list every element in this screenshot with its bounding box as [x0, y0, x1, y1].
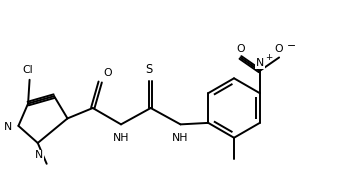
Text: +: + [265, 53, 272, 62]
Text: −: − [287, 41, 296, 51]
Text: NH: NH [172, 133, 189, 143]
Text: N: N [256, 58, 264, 68]
Text: NH: NH [113, 133, 129, 143]
Text: N: N [35, 150, 43, 160]
Text: O: O [103, 68, 112, 78]
Text: O: O [236, 44, 245, 54]
Text: O: O [275, 44, 284, 54]
Text: N: N [3, 122, 12, 132]
Text: Cl: Cl [23, 65, 33, 74]
Text: S: S [146, 63, 153, 76]
